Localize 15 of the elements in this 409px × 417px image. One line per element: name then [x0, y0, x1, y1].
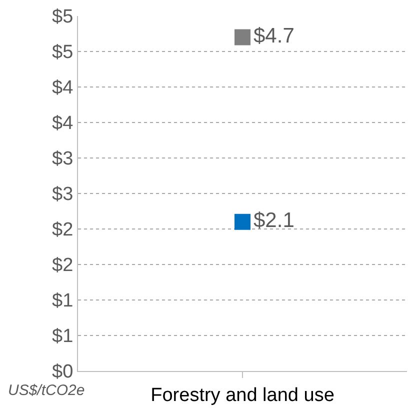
- text: US$/tCO2e: [8, 382, 85, 399]
- y-tick-label: $1: [52, 290, 74, 312]
- y-tick-label: $2: [52, 220, 74, 241]
- y-tick-label: $4: [52, 113, 74, 134]
- y-tick-label: $4: [52, 78, 74, 99]
- y-tick-label: $5: [52, 6, 74, 28]
- y-tick-label: $1: [52, 326, 74, 348]
- x-tick-label: Forestry and land use: [150, 384, 334, 406]
- y-tick-label: $3: [52, 184, 74, 206]
- data-label: $4.7: [254, 24, 294, 48]
- y-tick-label: $2: [52, 255, 74, 276]
- y-tick-label: $0: [52, 362, 74, 383]
- y-tick-label: $5: [52, 42, 74, 64]
- data-label: $2.1: [254, 209, 294, 232]
- y-tick-label: $3: [52, 148, 74, 170]
